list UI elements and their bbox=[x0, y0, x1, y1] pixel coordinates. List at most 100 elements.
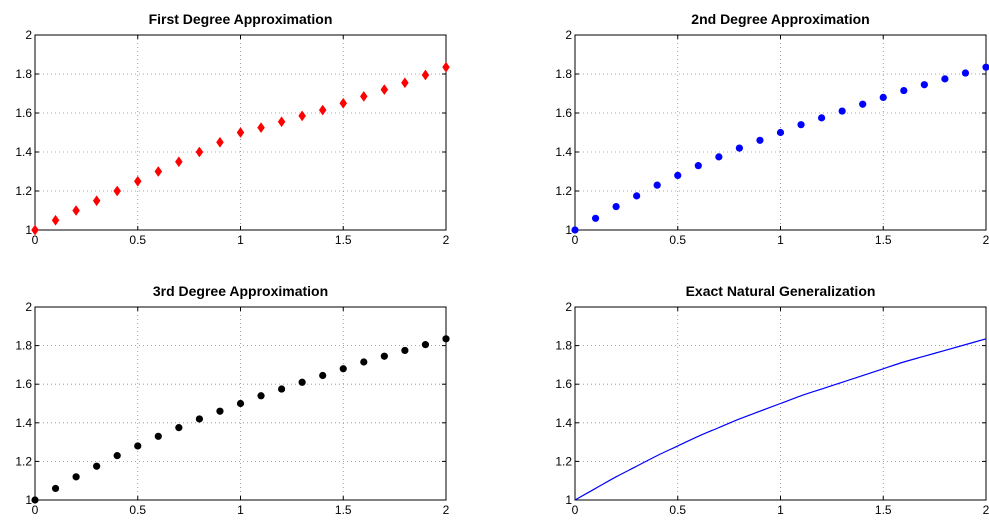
axes-frame bbox=[34, 34, 447, 231]
data-point-diamond bbox=[175, 156, 183, 168]
x-tick-label: 0 bbox=[572, 233, 579, 247]
axes-frame bbox=[34, 306, 447, 501]
data-point-diamond bbox=[236, 127, 245, 138]
y-tick-label: 1.8 bbox=[555, 339, 572, 353]
subplot-1: First Degree Approximation 0 0.5 1 1.5 2 1 1.2 1… bbox=[15, 11, 450, 247]
data-point-circle bbox=[859, 100, 867, 108]
y-tick-label: 2 bbox=[565, 300, 572, 314]
subplot-4: Exact Natural Generalization 0 0.5 1 1.5 2 1 1.… bbox=[555, 283, 989, 517]
x-tick-label: 0 bbox=[32, 503, 39, 517]
subplot-title: 2nd Degree Approximation bbox=[691, 11, 869, 27]
data-point-circle bbox=[113, 452, 121, 460]
data-point-circle bbox=[278, 385, 286, 393]
x-tick-label: 1 bbox=[237, 503, 244, 517]
y-tick-label: 1.6 bbox=[15, 106, 32, 120]
data-point-circle bbox=[674, 171, 682, 179]
data-point-circle bbox=[715, 153, 723, 161]
data-point-diamond bbox=[442, 61, 450, 73]
y-tick-label: 1 bbox=[565, 493, 572, 507]
subplot-title: First Degree Approximation bbox=[149, 11, 333, 27]
data-point-circle bbox=[72, 473, 80, 481]
x-tick-label: 0 bbox=[572, 503, 579, 517]
x-tick-label: 0.5 bbox=[129, 503, 146, 517]
y-tick-label: 1.6 bbox=[555, 106, 572, 120]
data-point-circle bbox=[735, 144, 744, 152]
y-tick-label: 1.2 bbox=[15, 454, 32, 468]
data-point-circle bbox=[421, 341, 430, 349]
data-point-diamond bbox=[380, 84, 389, 96]
data-point-circle bbox=[339, 365, 347, 373]
y-tick-label: 1.2 bbox=[555, 184, 572, 198]
x-tick-label: 1.5 bbox=[875, 233, 892, 247]
data-point-diamond bbox=[92, 195, 101, 207]
data-point-diamond bbox=[133, 175, 142, 187]
data-point-circle bbox=[360, 358, 368, 366]
data-point-circle bbox=[51, 484, 60, 493]
data-point-diamond bbox=[216, 136, 224, 148]
x-tick-label: 1.5 bbox=[335, 503, 352, 517]
y-tick-label: 1.2 bbox=[555, 454, 572, 468]
data-point-circle bbox=[134, 442, 142, 450]
data-point-circle bbox=[879, 93, 887, 101]
data-point-diamond bbox=[72, 205, 80, 216]
data-point-circle bbox=[93, 462, 101, 470]
x-tick-label: 1.5 bbox=[335, 233, 352, 247]
data-point-diamond bbox=[257, 122, 265, 134]
x-tick-label: 0.5 bbox=[669, 233, 686, 247]
data-point-circle bbox=[694, 162, 702, 170]
y-tick-label: 1.2 bbox=[15, 184, 32, 198]
x-tick-label: 2 bbox=[443, 233, 450, 247]
y-tick-label: 2 bbox=[565, 28, 572, 42]
data-point-circle bbox=[818, 114, 826, 122]
y-tick-label: 2 bbox=[25, 28, 32, 42]
data-point-diamond bbox=[154, 166, 163, 177]
data-point-diamond bbox=[318, 104, 327, 116]
y-tick-label: 1.8 bbox=[15, 339, 32, 353]
data-point-circle bbox=[195, 415, 203, 423]
y-tick-label: 1.6 bbox=[15, 377, 32, 391]
data-point-circle bbox=[961, 69, 970, 77]
data-point-circle bbox=[920, 81, 928, 89]
data-point-circle bbox=[401, 346, 409, 355]
y-tick-label: 1.8 bbox=[555, 67, 572, 81]
data-point-circle bbox=[154, 432, 162, 440]
x-tick-label: 0 bbox=[32, 233, 39, 247]
data-point-circle bbox=[982, 63, 989, 71]
y-tick-label: 1 bbox=[25, 223, 32, 237]
data-point-circle bbox=[633, 192, 641, 200]
y-tick-label: 2 bbox=[25, 300, 32, 314]
data-point-circle bbox=[756, 136, 764, 144]
data-point-diamond bbox=[195, 146, 204, 158]
data-point-circle bbox=[380, 352, 388, 360]
y-tick-label: 1.4 bbox=[555, 416, 572, 430]
y-tick-label: 1.4 bbox=[15, 416, 32, 430]
x-tick-label: 2 bbox=[983, 503, 989, 517]
data-point-circle bbox=[776, 128, 785, 137]
x-tick-label: 2 bbox=[983, 233, 989, 247]
data-point-diamond bbox=[421, 69, 430, 81]
x-tick-label: 0.5 bbox=[669, 503, 686, 517]
data-point-diamond bbox=[401, 77, 409, 89]
subplot-2: 2nd Degree Approximation 0 0.5 1 1.5 2 1 1.2 1.4… bbox=[555, 11, 989, 247]
subplot-title: 3rd Degree Approximation bbox=[153, 283, 328, 299]
subplot-title: Exact Natural Generalization bbox=[686, 283, 876, 299]
data-point-circle bbox=[257, 392, 265, 400]
axes-frame bbox=[574, 34, 987, 231]
data-point-circle bbox=[175, 424, 183, 432]
data-point-diamond bbox=[339, 97, 348, 109]
data-point-diamond bbox=[51, 214, 60, 226]
data-point-circle bbox=[216, 407, 224, 415]
x-tick-label: 2 bbox=[443, 503, 450, 517]
x-tick-label: 0.5 bbox=[129, 233, 146, 247]
subplot-3: 3rd Degree Approximation 0 0.5 1 1.5 2 1 1.2 1.4… bbox=[15, 283, 449, 517]
y-tick-label: 1 bbox=[25, 493, 32, 507]
series-line bbox=[574, 338, 987, 501]
data-point-circle bbox=[941, 75, 949, 83]
x-tick-label: 1 bbox=[777, 503, 784, 517]
y-tick-label: 1 bbox=[565, 223, 572, 237]
data-point-circle bbox=[900, 86, 908, 95]
data-point-circle bbox=[612, 203, 620, 211]
data-point-circle bbox=[653, 181, 661, 189]
data-point-diamond bbox=[113, 185, 122, 197]
data-point-circle bbox=[298, 378, 306, 386]
